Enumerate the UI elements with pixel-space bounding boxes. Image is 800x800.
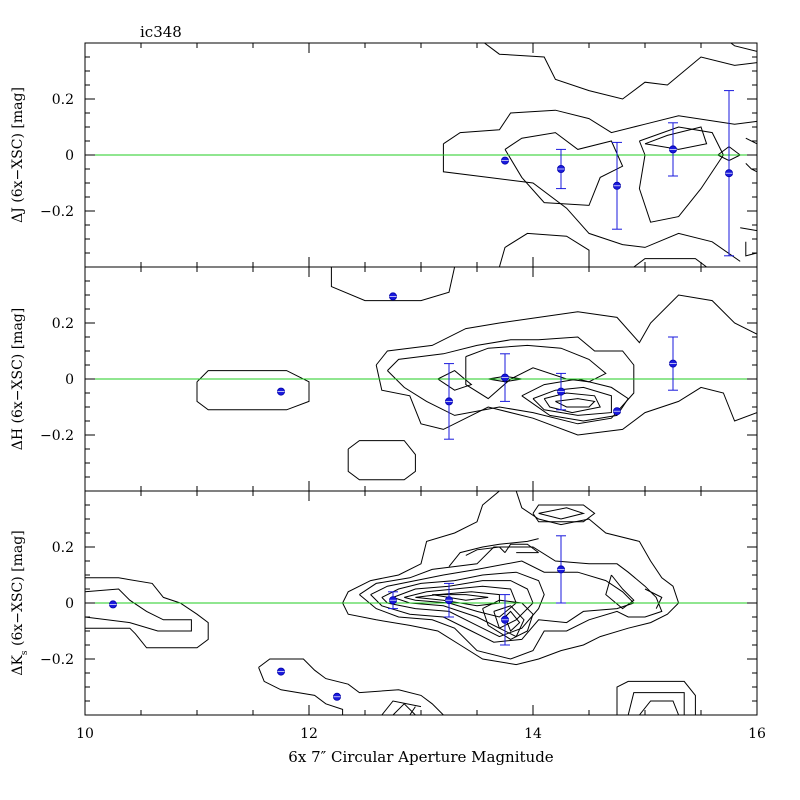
y-axis-label: ΔJ (6x−XSC) [mag] — [10, 87, 26, 223]
y-axis-label: ΔKs (6x−XSC) [mag] — [10, 530, 30, 675]
contour-line — [409, 706, 416, 715]
contour-line — [605, 574, 635, 610]
contour-line — [755, 43, 757, 44]
y-tick-label: −0.2 — [40, 652, 74, 668]
contour-line — [258, 667, 344, 715]
contour-line — [437, 370, 473, 391]
y-tick-label: 0.2 — [52, 92, 74, 108]
contour-line — [330, 267, 456, 302]
contour-line — [342, 491, 680, 666]
contour-line — [745, 163, 757, 173]
contour-line — [627, 692, 685, 715]
contour-line — [448, 538, 539, 567]
contour-layer — [85, 43, 757, 715]
contour-line — [381, 571, 545, 638]
contour-line — [483, 43, 757, 100]
y-axis-label: ΔH (6x−XSC) [mag] — [10, 308, 26, 450]
contour-line — [504, 543, 539, 553]
contour-line — [465, 546, 506, 556]
contour-line — [543, 392, 601, 414]
x-tick-label: 16 — [748, 726, 766, 742]
contour-line — [745, 241, 757, 257]
contour-line — [85, 577, 209, 649]
contour-line — [616, 680, 696, 715]
y-tick-label: −0.2 — [40, 428, 74, 444]
figure-title: ic348 — [140, 23, 182, 41]
contour-line — [443, 109, 757, 145]
contour-line — [258, 658, 444, 715]
contour-line — [432, 594, 489, 601]
x-tick-label: 14 — [524, 726, 542, 742]
contour-line — [555, 398, 596, 408]
y-tick-label: 0 — [65, 596, 74, 612]
contour-line — [196, 370, 310, 411]
y-tick-label: 0 — [65, 372, 74, 388]
contour-group-panel-1 — [442, 43, 757, 267]
contour-line — [638, 126, 724, 223]
contour-line — [392, 703, 416, 715]
contour-line — [504, 132, 624, 206]
contour-line — [740, 227, 757, 232]
contour-line — [521, 378, 629, 422]
zero-line-layer — [85, 154, 757, 604]
contour-line — [359, 546, 663, 660]
y-tick-label: −0.2 — [40, 204, 74, 220]
x-tick-label: 12 — [300, 726, 318, 742]
contour-line — [532, 386, 612, 416]
contour-line — [482, 599, 534, 640]
x-tick-label: 10 — [76, 726, 94, 742]
contour-line — [639, 700, 680, 715]
contour-group-panel-3 — [85, 491, 696, 715]
contour-line — [730, 43, 757, 52]
contour-line — [370, 560, 635, 643]
contour-line — [387, 336, 635, 425]
label-layer: −0.2 0 0.2 ΔJ (6x−XSC) [mag] −0.2 0 0.2 ΔH (6x−… — [10, 87, 766, 742]
contour-line — [442, 143, 741, 262]
contour-line — [375, 294, 757, 366]
contour-line — [347, 440, 416, 481]
contour-line — [498, 232, 590, 267]
contour-line — [493, 605, 525, 638]
contour-line — [375, 364, 757, 436]
y-tick-label: 0.2 — [52, 316, 74, 332]
data-point-layer — [109, 90, 734, 701]
contour-line — [381, 700, 422, 715]
y-tick-label: 0.2 — [52, 540, 74, 556]
x-axis-label: 6x 7″ Circular Aperture Magnitude — [288, 748, 554, 766]
contour-line — [504, 610, 521, 632]
contour-line — [532, 504, 596, 523]
contour-line — [538, 507, 586, 520]
y-tick-label: 0 — [65, 148, 74, 164]
contour-line — [465, 344, 607, 400]
contour-line — [644, 588, 663, 609]
tick-layer — [85, 43, 757, 715]
contour-line — [745, 137, 757, 145]
contour-line — [85, 588, 192, 632]
